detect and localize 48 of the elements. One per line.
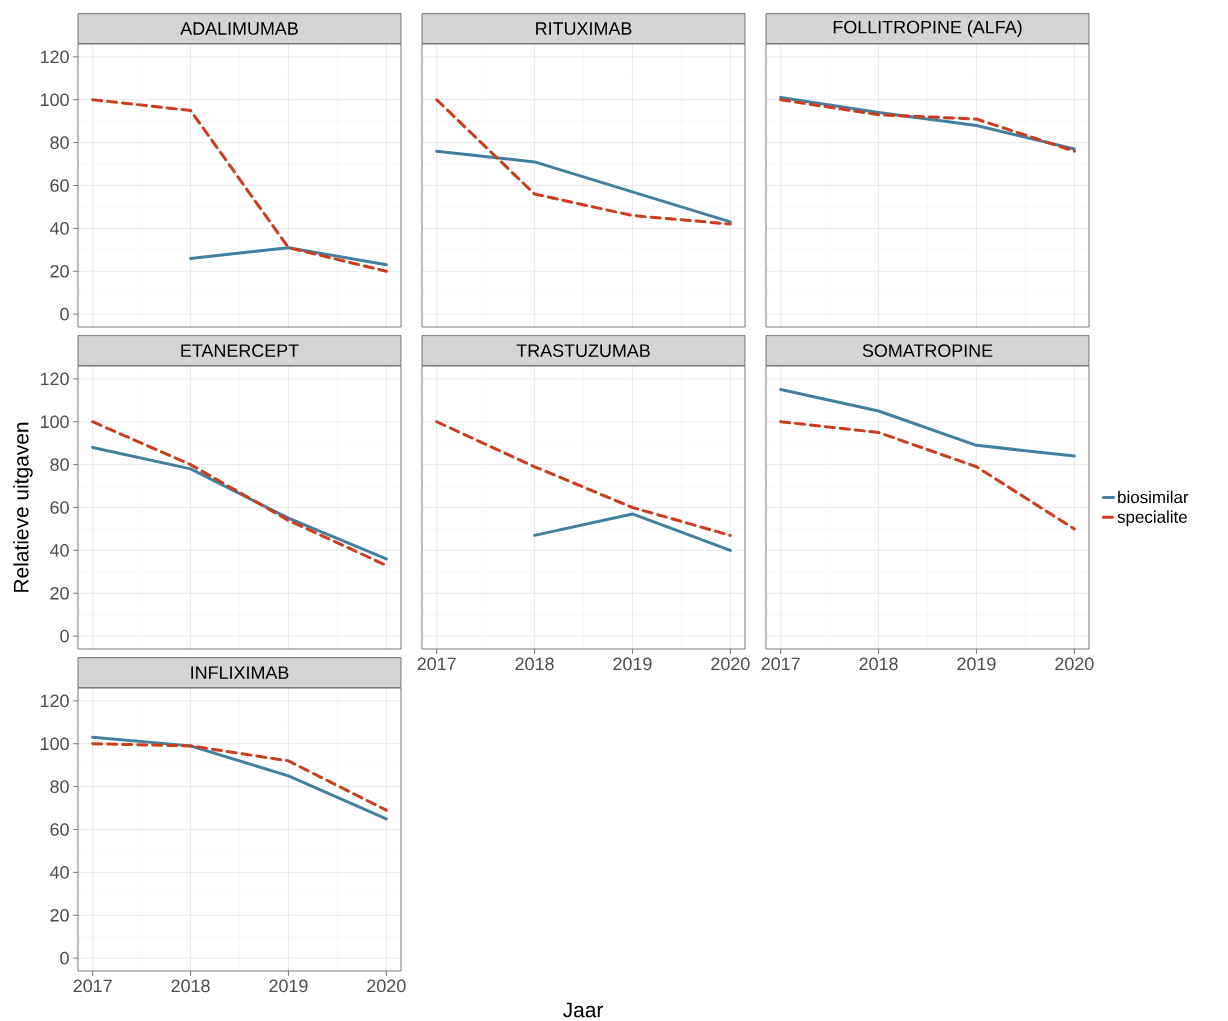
x-tick-label: 2020 [711,657,750,671]
y-tick-label: 40 [49,544,69,557]
y-tick-label: 100 [40,93,69,107]
y-tick-label: 60 [50,501,69,515]
x-tick-label: 2018 [515,657,554,671]
x-tick-label: 2019 [613,657,652,671]
x-tick-label: 2018 [171,979,210,993]
y-tick-label: 80 [50,458,69,472]
legend-label: specialite [1117,510,1187,527]
chart-title: TRASTUZUMAB [516,344,650,358]
y-tick-label: 120 [40,694,69,708]
x-tick-label: 2020 [367,979,406,993]
line-series [91,420,388,568]
x-tick-label: 2018 [859,657,898,671]
y-tick-label: 120 [40,372,69,386]
legend-label: biosimilar [1118,490,1189,504]
x-tick-label: 2017 [417,657,456,671]
chart-title: SOMATROPINE [862,344,993,358]
y-tick-label: 20 [50,909,69,922]
x-axis-title: Jaar [563,1002,604,1018]
y-tick-label: 0 [60,951,69,965]
y-tick-label: 20 [50,587,69,600]
chart-title: ETANERCEPT [181,344,299,358]
line-series [91,98,388,273]
chart-title: ADALIMUMAB [180,22,298,36]
y-tick-label: 0 [60,307,69,321]
y-tick-label: 80 [50,136,69,150]
y-tick-label: 60 [50,179,69,193]
line-series [91,735,388,821]
y-tick-label: 40 [49,222,69,235]
y-tick-label: 60 [50,823,69,837]
y-tick-label: 100 [40,415,69,429]
chart-title: INFLIXIMAB [191,666,289,679]
line-series [91,742,388,812]
y-axis-title: Relatieve uitgaven [13,423,33,593]
x-tick-label: 2017 [73,979,112,993]
y-tick-label: 0 [60,629,69,643]
y-tick-label: 100 [40,737,69,751]
y-tick-label: 120 [40,50,69,64]
y-tick-label: 40 [49,866,69,879]
x-tick-label: 2019 [269,979,308,993]
x-tick-label: 2017 [761,657,800,671]
y-tick-label: 80 [50,780,69,794]
x-tick-label: 2020 [1055,657,1094,671]
y-tick-label: 20 [50,265,69,278]
chart-title: RITUXIMAB [536,22,632,36]
x-tick-label: 2019 [957,657,996,671]
chart-title: FOLLITROPINE (ALFA) [833,20,1022,38]
